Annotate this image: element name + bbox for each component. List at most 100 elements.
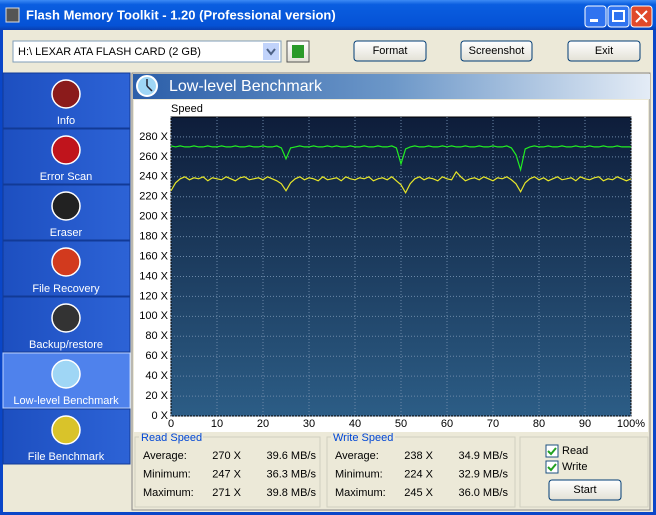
checkbox	[545, 460, 559, 474]
stat-ratio: 271 X	[212, 487, 241, 499]
series-group	[519, 436, 649, 508]
item-icon	[51, 79, 81, 109]
refresh-button[interactable]	[286, 40, 310, 63]
y-tick-label: 280 X	[139, 131, 168, 143]
stat-speed: 32.9 MB/s	[458, 468, 508, 480]
sidebar-item[interactable]: Backup/restore	[2, 296, 131, 353]
stat-label: Minimum:	[335, 468, 383, 480]
y-tick-label: 260 X	[139, 151, 168, 163]
sidebar-item[interactable]: Eraser	[2, 184, 131, 241]
sidebar-item[interactable]: File Recovery	[2, 240, 131, 297]
y-tick-label: 220 X	[139, 191, 168, 203]
x-tick-label: 90	[579, 418, 591, 430]
x-tick-label: 70	[487, 418, 499, 430]
app-icon	[5, 7, 20, 23]
toolbar-button[interactable]: Exit	[567, 40, 641, 62]
y-tick-label: 180 X	[139, 231, 168, 243]
toolbar-button[interactable]: Format	[353, 40, 427, 62]
minimize-button[interactable]	[584, 5, 607, 28]
item-icon	[51, 191, 81, 221]
series-line	[170, 170, 632, 195]
panel-icon	[136, 75, 158, 97]
item-label: Info	[57, 115, 75, 127]
stats-group	[326, 436, 516, 508]
item-label: Low-level Benchmark	[13, 395, 119, 407]
y-tick-label: 240 X	[139, 171, 168, 183]
stat-speed: 34.9 MB/s	[458, 450, 508, 462]
item-icon	[51, 247, 81, 277]
button-face	[460, 40, 533, 62]
maximize-button[interactable]	[607, 5, 630, 28]
x-tick-label: 30	[303, 418, 315, 430]
x-tick-label: 0	[168, 418, 174, 430]
drive-text: H:\ LEXAR ATA FLASH CARD (2 GB)	[18, 46, 201, 58]
panel-title: Low-level Benchmark	[169, 78, 323, 95]
stat-label: Maximum:	[335, 487, 386, 499]
y-tick-label: 140 X	[139, 270, 168, 282]
y-tick-label: 60 X	[145, 350, 168, 362]
series-line	[170, 145, 631, 173]
stat-label: Maximum:	[143, 487, 194, 499]
x-tick-label: 60	[441, 418, 453, 430]
stat-speed: 36.0 MB/s	[458, 487, 508, 499]
stat-speed: 36.3 MB/s	[266, 468, 316, 480]
group-title-bg	[331, 432, 395, 443]
stat-ratio: 245 X	[404, 487, 433, 499]
sidebar-item[interactable]: Error Scan	[2, 128, 131, 185]
toolbar-button[interactable]: Screenshot	[460, 40, 533, 62]
drive-combo[interactable]: H:\ LEXAR ATA FLASH CARD (2 GB)	[12, 40, 282, 63]
check-mark	[547, 463, 557, 472]
y-axis-label: Speed	[171, 103, 203, 115]
sidebar-item[interactable]: Low-level Benchmark	[2, 352, 131, 409]
item-label: Error Scan	[40, 171, 93, 183]
title-bar	[0, 0, 656, 30]
x-tick-label: 80	[533, 418, 545, 430]
x-tick-label: 50	[395, 418, 407, 430]
item-icon	[51, 135, 81, 165]
sidebar-item[interactable]: File Benchmark	[2, 408, 131, 465]
series-checkbox[interactable]: Write	[545, 460, 587, 474]
stat-ratio: 224 X	[404, 468, 433, 480]
stat-label: Average:	[143, 450, 187, 462]
y-tick-label: 120 X	[139, 290, 168, 302]
button-label: Screenshot	[469, 45, 525, 57]
item-label: File Benchmark	[28, 451, 105, 463]
x-tick-label: 20	[257, 418, 269, 430]
item-icon	[51, 415, 81, 445]
y-tick-label: 0 X	[151, 410, 168, 422]
series-checkbox[interactable]: Read	[545, 444, 588, 458]
group-title: Read Speed	[141, 432, 202, 444]
y-tick-label: 160 X	[139, 250, 168, 262]
y-tick-label: 80 X	[145, 330, 168, 342]
stats-group	[134, 436, 321, 508]
x-tick-label: 100%	[617, 418, 645, 430]
sidebar-item[interactable]: Info	[2, 72, 131, 129]
stat-speed: 39.8 MB/s	[266, 487, 316, 499]
group-title: Write Speed	[333, 432, 393, 444]
x-tick-label: 40	[349, 418, 361, 430]
checkbox-label: Write	[562, 461, 587, 473]
group-title-bg	[139, 432, 203, 443]
panel-header	[133, 74, 650, 99]
y-tick-label: 200 X	[139, 211, 168, 223]
y-tick-label: 40 X	[145, 370, 168, 382]
check-mark	[547, 447, 557, 456]
item-label: Eraser	[50, 227, 83, 239]
item-label: File Recovery	[32, 283, 100, 295]
start-label: Start	[573, 484, 596, 496]
checkbox-label: Read	[562, 445, 588, 457]
stat-label: Minimum:	[143, 468, 191, 480]
button-face	[353, 40, 427, 62]
item-label: Backup/restore	[29, 339, 103, 351]
item-icon	[51, 359, 81, 389]
start-button[interactable]: Start	[548, 479, 622, 501]
stat-label: Average:	[335, 450, 379, 462]
button-label: Exit	[595, 45, 613, 57]
x-tick-label: 10	[211, 418, 223, 430]
stat-ratio: 247 X	[212, 468, 241, 480]
stat-ratio: 238 X	[404, 450, 433, 462]
close-button[interactable]	[630, 5, 653, 28]
checkbox	[545, 444, 559, 458]
